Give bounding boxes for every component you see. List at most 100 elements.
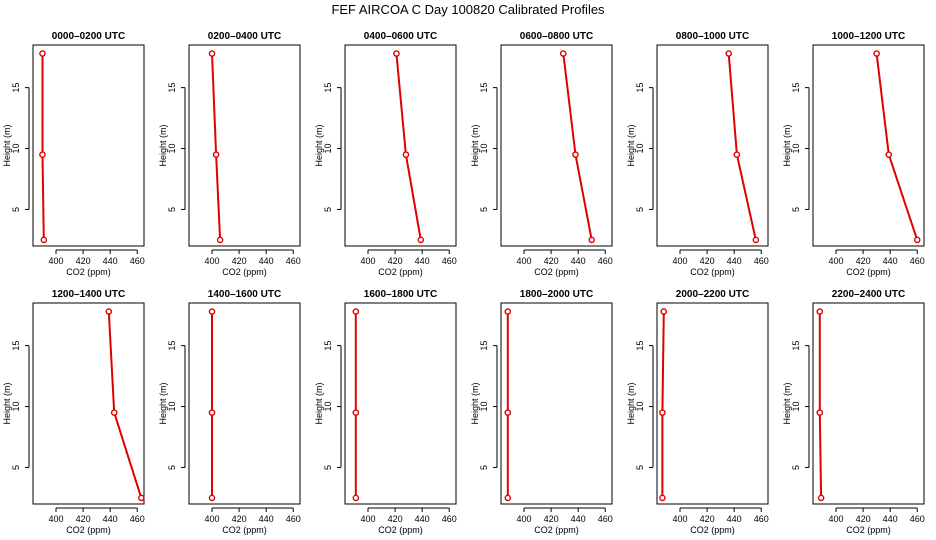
panel-9: 1600–1800 UTC 400 420 440 460 CO2 (ppm) 5 10 15 H… (314, 289, 457, 535)
x-tick-label: 440 (103, 514, 118, 524)
panel-5: 0800–1000 UTC 400 420 440 460 CO2 (ppm) 5 10 15 H… (626, 31, 769, 277)
y-tick-label: 15 (635, 83, 645, 93)
x-axis-label: CO2 (ppm) (66, 525, 111, 535)
y-axis-label: Height (m) (314, 124, 324, 166)
plot-frame (188, 44, 301, 247)
figure-title: FEF AIRCOA C Day 100820 Calibrated Profi… (331, 2, 605, 17)
y-axis-label: Height (m) (470, 382, 480, 424)
x-tick-label: 460 (910, 256, 925, 266)
y-tick-label: 10 (11, 144, 21, 154)
x-axis-label: CO2 (ppm) (66, 267, 111, 277)
panel-title: 1200–1400 UTC (52, 289, 125, 300)
x-tick-label: 400 (204, 514, 219, 524)
y-axis-label: Height (m) (158, 382, 168, 424)
panel-title: 0600–0800 UTC (520, 31, 593, 42)
data-point (417, 236, 425, 244)
y-axis-label: Height (m) (782, 382, 792, 424)
plot-frame (812, 302, 925, 505)
data-point (660, 308, 668, 315)
data-point (733, 151, 741, 158)
panel-title: 1400–1600 UTC (208, 289, 281, 300)
y-tick-label: 10 (791, 144, 801, 154)
panel-1: 0000–0200 UTC 400 420 440 460 CO2 (ppm) 5 10 15 H… (2, 31, 145, 277)
x-axis-label: CO2 (ppm) (534, 267, 579, 277)
x-tick-label: 400 (672, 256, 687, 266)
x-tick-label: 400 (204, 256, 219, 266)
profile-line (661, 311, 665, 498)
y-tick-label: 15 (791, 341, 801, 351)
y-tick-label: 15 (167, 341, 177, 351)
y-axis-label: Height (m) (2, 382, 12, 424)
panel-title: 0000–0200 UTC (52, 31, 125, 42)
y-tick-label: 10 (167, 144, 177, 154)
y-tick-label: 5 (635, 207, 645, 212)
panel-11: 2000–2200 UTC 400 420 440 460 CO2 (ppm) 5 10 15 H… (626, 289, 769, 535)
y-tick-label: 15 (167, 83, 177, 93)
plot-frame (188, 302, 301, 505)
panel-8: 1400–1600 UTC 400 420 440 460 CO2 (ppm) 5 10 15 H… (158, 289, 301, 535)
profile-line (107, 311, 143, 499)
x-tick-label: 440 (415, 256, 430, 266)
panel-title: 0800–1000 UTC (676, 31, 749, 42)
x-tick-label: 420 (232, 514, 247, 524)
plot-frame (656, 44, 769, 247)
plot-frame (812, 44, 925, 247)
panel-7: 1200–1400 UTC 400 420 440 460 CO2 (ppm) 5 10 15 H… (2, 289, 145, 535)
x-tick-label: 400 (48, 256, 63, 266)
data-point (208, 308, 216, 315)
x-tick-label: 420 (76, 514, 91, 524)
panel-2: 0200–0400 UTC 400 420 440 460 CO2 (ppm) 5 10 15 H… (158, 31, 301, 277)
y-tick-label: 5 (323, 207, 333, 212)
x-tick-label: 460 (442, 256, 457, 266)
x-axis-label: CO2 (ppm) (378, 267, 423, 277)
y-tick-label: 15 (479, 341, 489, 351)
x-axis-label: CO2 (ppm) (222, 525, 267, 535)
y-axis-label: Height (m) (314, 382, 324, 424)
profile-line (727, 53, 757, 241)
data-point (352, 494, 360, 502)
plot-frame (32, 44, 145, 247)
data-point (40, 236, 48, 244)
y-tick-label: 5 (167, 207, 177, 212)
x-tick-label: 460 (442, 514, 457, 524)
panel-title: 2000–2200 UTC (676, 289, 749, 300)
data-point (873, 50, 880, 57)
data-point (817, 494, 825, 502)
plot-frame (344, 302, 457, 505)
data-point (752, 236, 760, 244)
data-point (216, 236, 224, 244)
data-point (39, 50, 46, 57)
data-point (137, 494, 145, 502)
x-axis-label: CO2 (ppm) (534, 525, 579, 535)
x-tick-label: 440 (103, 256, 118, 266)
y-tick-label: 15 (323, 83, 333, 93)
panel-title: 1600–1800 UTC (364, 289, 437, 300)
plot-frame (32, 302, 145, 505)
panel-12: 2200–2400 UTC 400 420 440 460 CO2 (ppm) 5 10 15 H… (782, 289, 925, 535)
data-point (816, 308, 824, 315)
y-axis-label: Height (m) (626, 382, 636, 424)
y-tick-label: 15 (791, 83, 801, 93)
panel-3: 0400–0600 UTC 400 420 440 460 CO2 (ppm) 5 10 15 H… (314, 31, 457, 277)
y-tick-label: 15 (635, 341, 645, 351)
x-tick-label: 460 (910, 514, 925, 524)
x-tick-label: 400 (828, 256, 843, 266)
y-tick-label: 10 (167, 402, 177, 412)
data-point (504, 308, 512, 315)
x-tick-label: 400 (516, 256, 531, 266)
data-point (110, 409, 118, 416)
y-tick-label: 10 (791, 402, 801, 412)
y-tick-label: 5 (479, 465, 489, 470)
profile-line (875, 53, 919, 241)
y-tick-label: 10 (479, 402, 489, 412)
data-point (885, 151, 893, 158)
profile-line (562, 53, 593, 241)
x-tick-label: 420 (856, 256, 871, 266)
y-tick-label: 10 (479, 144, 489, 154)
y-tick-label: 10 (323, 402, 333, 412)
data-point (913, 236, 921, 244)
x-tick-label: 440 (415, 514, 430, 524)
x-tick-label: 420 (700, 514, 715, 524)
data-point (816, 409, 824, 416)
y-tick-label: 15 (11, 341, 21, 351)
